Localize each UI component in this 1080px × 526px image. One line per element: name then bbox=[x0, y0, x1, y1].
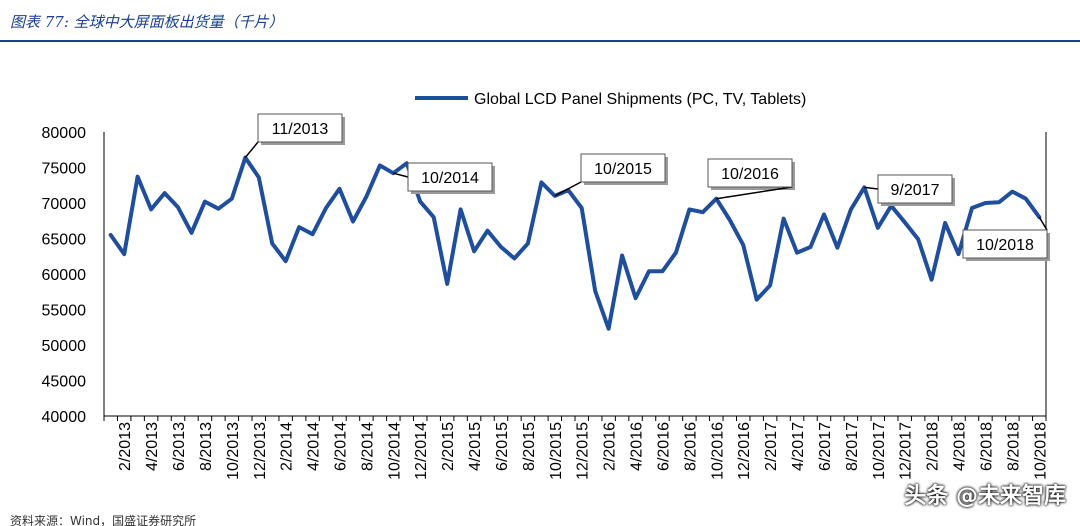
callout-label: 10/2015 bbox=[594, 161, 652, 178]
callout-leader bbox=[1038, 216, 1048, 231]
callout-label: 10/2014 bbox=[421, 170, 479, 187]
y-tick-label: 45000 bbox=[42, 374, 87, 391]
callout-label: 11/2013 bbox=[272, 121, 329, 138]
callout-leader bbox=[244, 141, 259, 159]
x-tick-label: 6/2017 bbox=[817, 422, 834, 471]
x-tick-label: 4/2013 bbox=[144, 422, 161, 471]
x-tick-label: 10/2016 bbox=[709, 422, 726, 480]
y-tick-label: 65000 bbox=[42, 232, 87, 249]
x-tick-label: 12/2014 bbox=[413, 422, 430, 480]
legend-label: Global LCD Panel Shipments (PC, TV, Tabl… bbox=[474, 91, 806, 108]
x-tick-label: 12/2015 bbox=[575, 422, 592, 480]
callout-leader bbox=[716, 186, 793, 200]
x-tick-label: 8/2017 bbox=[844, 422, 861, 471]
x-tick-label: 10/2014 bbox=[386, 422, 403, 480]
x-tick-label: 8/2014 bbox=[359, 422, 376, 471]
callout-box bbox=[257, 113, 343, 143]
x-tick-label: 6/2015 bbox=[494, 422, 511, 471]
x-tick-label: 6/2013 bbox=[171, 422, 188, 471]
y-tick-label: 40000 bbox=[42, 409, 87, 426]
x-tick-label: 2/2015 bbox=[440, 422, 457, 471]
x-tick-label: 2/2016 bbox=[602, 422, 619, 471]
y-tick-label: 75000 bbox=[42, 161, 87, 178]
x-tick-label: 4/2017 bbox=[790, 422, 807, 471]
callout-layer: 11/2013 10/2014 10/2015 10/2016 9/2017 10/201… bbox=[244, 113, 1050, 261]
callout-box bbox=[707, 158, 793, 188]
y-tick-label: 70000 bbox=[42, 196, 87, 213]
callout: 9/2017 bbox=[864, 174, 955, 206]
x-tick-label: 6/2016 bbox=[655, 422, 672, 471]
x-tick-label: 10/2013 bbox=[225, 422, 242, 480]
x-tick-label: 4/2015 bbox=[467, 422, 484, 471]
x-tick-label: 2/2017 bbox=[763, 422, 780, 471]
x-tick-label: 4/2018 bbox=[952, 422, 969, 471]
x-tick-label: 8/2016 bbox=[682, 422, 699, 471]
source-note: 资料来源：Wind，国盛证券研究所 bbox=[10, 514, 197, 526]
x-tick-label: 8/2015 bbox=[521, 422, 538, 471]
title-divider bbox=[0, 40, 1080, 42]
callout-label: 10/2018 bbox=[976, 237, 1034, 254]
x-tick-label: 2/2014 bbox=[279, 422, 296, 471]
x-tick-label: 2/2013 bbox=[117, 422, 134, 471]
callout-box bbox=[877, 174, 953, 204]
x-tick-label: 12/2013 bbox=[252, 422, 269, 480]
y-tick-label: 55000 bbox=[42, 303, 87, 320]
x-tick-label: 6/2014 bbox=[333, 422, 350, 471]
callout-box bbox=[407, 162, 493, 192]
x-tick-label: 10/2015 bbox=[548, 422, 565, 480]
callout-label: 10/2016 bbox=[721, 166, 779, 183]
callout-leader bbox=[864, 186, 879, 190]
y-tick-label: 80000 bbox=[42, 125, 87, 142]
watermark: 头条 @未来智库 bbox=[904, 484, 1066, 509]
y-axis-labels: 40000 45000 50000 55000 60000 65000 70000 75000… bbox=[42, 125, 87, 426]
callout: 10/2015 bbox=[554, 153, 668, 197]
x-tick-label: 12/2017 bbox=[898, 422, 915, 480]
x-tick-label: 10/2018 bbox=[1032, 422, 1049, 480]
series-line bbox=[108, 155, 1042, 331]
x-tick-label: 8/2018 bbox=[1005, 422, 1022, 471]
callout: 11/2013 bbox=[244, 113, 345, 159]
x-axis-labels: 2/2013 4/2013 6/2013 8/2013 10/2013 12/2013 2/… bbox=[103, 416, 1049, 480]
x-tick-label: 4/2014 bbox=[306, 422, 323, 471]
legend: Global LCD Panel Shipments (PC, TV, Tabl… bbox=[415, 91, 806, 108]
series-layer bbox=[108, 155, 1042, 331]
callout: 10/2016 bbox=[707, 158, 795, 200]
callout-box bbox=[580, 153, 666, 183]
callout-leader bbox=[393, 172, 409, 178]
callout: 10/2014 bbox=[393, 162, 495, 194]
x-tick-label: 2/2018 bbox=[925, 422, 942, 471]
y-tick-label: 60000 bbox=[42, 267, 87, 284]
x-tick-label: 6/2018 bbox=[978, 422, 995, 471]
callout-leader bbox=[554, 181, 582, 197]
x-tick-label: 8/2013 bbox=[198, 422, 215, 471]
x-tick-label: 4/2016 bbox=[629, 422, 646, 471]
callout-box bbox=[962, 229, 1048, 259]
x-tick-label: 12/2016 bbox=[736, 422, 753, 480]
figure-title: 图表 77: 全球中大屏面板出货量（千片） bbox=[10, 13, 284, 31]
callout-label: 9/2017 bbox=[891, 182, 940, 199]
y-tick-label: 50000 bbox=[42, 338, 87, 355]
callout: 10/2018 bbox=[962, 216, 1050, 261]
x-tick-label: 10/2017 bbox=[871, 422, 888, 480]
